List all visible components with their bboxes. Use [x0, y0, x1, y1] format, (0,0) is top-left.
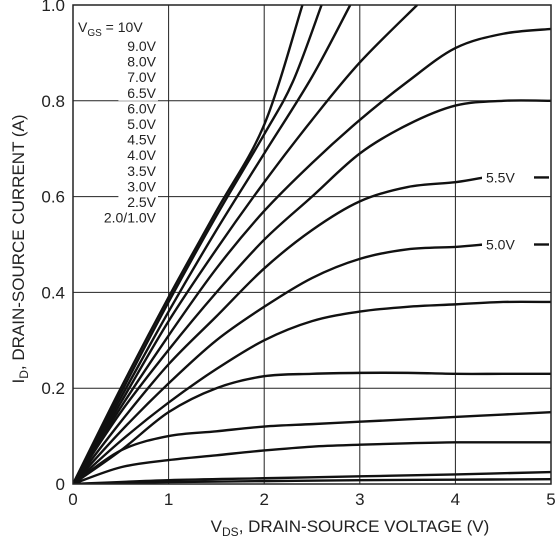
- series-curve-13: [73, 478, 551, 484]
- legend-entry-bg: [118, 179, 158, 195]
- annotation-bg: [482, 166, 536, 186]
- y-tick-label: 0.4: [41, 283, 65, 302]
- legend-entry: 8.0V: [127, 54, 156, 70]
- legend-entry-bg: [118, 132, 158, 148]
- curves: [73, 5, 551, 484]
- y-tick-label: 1.0: [41, 0, 65, 15]
- series-curve-1: [73, 5, 323, 484]
- x-tick-label: 0: [68, 490, 77, 509]
- y-tick-label: 0.8: [41, 92, 65, 111]
- y-axis-label: ID, DRAIN-SOURCE CURRENT (A): [9, 114, 31, 383]
- series-curve-7: [73, 243, 485, 484]
- legend-entry-bg: [118, 70, 158, 86]
- x-tick-label: 5: [546, 490, 555, 509]
- legend-header: VGS = 10V: [78, 19, 143, 39]
- x-axis-label: VDS, DRAIN-SOURCE VOLTAGE (V): [211, 517, 490, 539]
- legend-entry-bg: [118, 163, 158, 179]
- legend: VGS = 10V9.0V8.0V7.0V6.5V6.0V5.0V4.5V4.0…: [76, 18, 158, 226]
- legend-entry: 5.0V: [127, 116, 156, 132]
- plot-frame: [72, 4, 552, 485]
- annotations: 5.5V 5.0V: [482, 166, 549, 253]
- legend-entry-bg: [118, 101, 158, 117]
- series-curve-8: [73, 300, 551, 484]
- legend-entry: 3.5V: [127, 163, 156, 179]
- series-curve-11: [73, 441, 551, 484]
- series-curve-2: [73, 5, 352, 484]
- series-curve-6: [73, 176, 485, 484]
- series-curve-5: [73, 99, 551, 484]
- y-tick-label: 0: [56, 475, 65, 494]
- legend-entry: 2.0/1.0V: [104, 210, 157, 226]
- annotation-label: 5.5V: [486, 169, 515, 185]
- legend-entry: 9.0V: [127, 38, 156, 54]
- annotation-bg: [482, 233, 536, 253]
- tick-labels: 0 1 2 3 4 5 0 0.2 0.4 0.6 0.8 1.0: [41, 0, 555, 509]
- legend-entry: 6.5V: [127, 85, 156, 101]
- y-tick-label: 0.2: [41, 379, 65, 398]
- legend-entry: 7.0V: [127, 69, 156, 85]
- legend-entry-bg: [118, 117, 158, 132]
- legend-entry: 4.0V: [127, 147, 156, 163]
- legend-entry-bg: [84, 210, 158, 226]
- legend-header-bg: [76, 18, 158, 40]
- y-tick-label: 0.6: [41, 188, 65, 207]
- series-curve-9: [73, 371, 551, 484]
- series-curve-12: [73, 470, 551, 484]
- legend-entry: 6.0V: [127, 100, 156, 116]
- legend-entry-bg: [118, 54, 158, 70]
- series-curve-3: [73, 5, 419, 484]
- x-tick-label: 1: [164, 490, 173, 509]
- legend-entry: 4.5V: [127, 132, 156, 148]
- x-tick-label: 3: [355, 490, 364, 509]
- legend-entry-bg: [118, 39, 158, 54]
- x-tick-label: 2: [259, 490, 268, 509]
- legend-entry: 3.0V: [127, 178, 156, 194]
- annotation-label: 5.0V: [486, 237, 515, 253]
- x-tick-label: 4: [451, 490, 460, 509]
- legend-entry: 2.5V: [127, 194, 156, 210]
- series-curve-4: [73, 27, 551, 484]
- series-curve-0: [73, 5, 304, 484]
- series-curve-10: [73, 410, 551, 484]
- legend-entry-bg: [118, 85, 158, 101]
- legend-entry-bg: [118, 195, 158, 210]
- legend-entry-bg: [118, 148, 158, 164]
